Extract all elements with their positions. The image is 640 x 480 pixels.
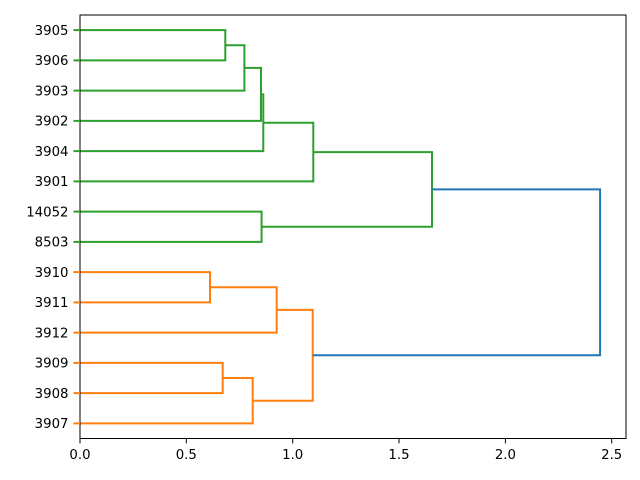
leaf-label: 3903 bbox=[35, 84, 69, 99]
x-tick-label: 0.0 bbox=[69, 448, 90, 463]
axes-frame bbox=[79, 14, 627, 439]
leaf-label: 3901 bbox=[35, 175, 69, 190]
leaf-label: 3907 bbox=[35, 417, 69, 432]
leaf-label: 3908 bbox=[35, 387, 69, 402]
leaf-label: 3912 bbox=[35, 326, 69, 341]
x-tick-label: 2.0 bbox=[495, 448, 516, 463]
leaf-label: 3910 bbox=[35, 266, 69, 281]
leaf-label: 3904 bbox=[35, 145, 69, 160]
leaf-label: 3902 bbox=[35, 115, 69, 130]
x-tick-label: 0.5 bbox=[176, 448, 197, 463]
leaf-label: 14052 bbox=[26, 205, 68, 220]
leaf-label: 3911 bbox=[35, 296, 69, 311]
leaf-label: 3909 bbox=[35, 357, 69, 372]
leaf-label: 3905 bbox=[35, 24, 69, 39]
x-tick-label: 1.5 bbox=[388, 448, 409, 463]
leaf-label: 8503 bbox=[35, 236, 69, 251]
leaf-label: 3906 bbox=[35, 54, 69, 69]
x-tick-label: 2.5 bbox=[601, 448, 622, 463]
dendrogram-link bbox=[312, 188, 602, 357]
x-tick-label: 1.0 bbox=[282, 448, 303, 463]
